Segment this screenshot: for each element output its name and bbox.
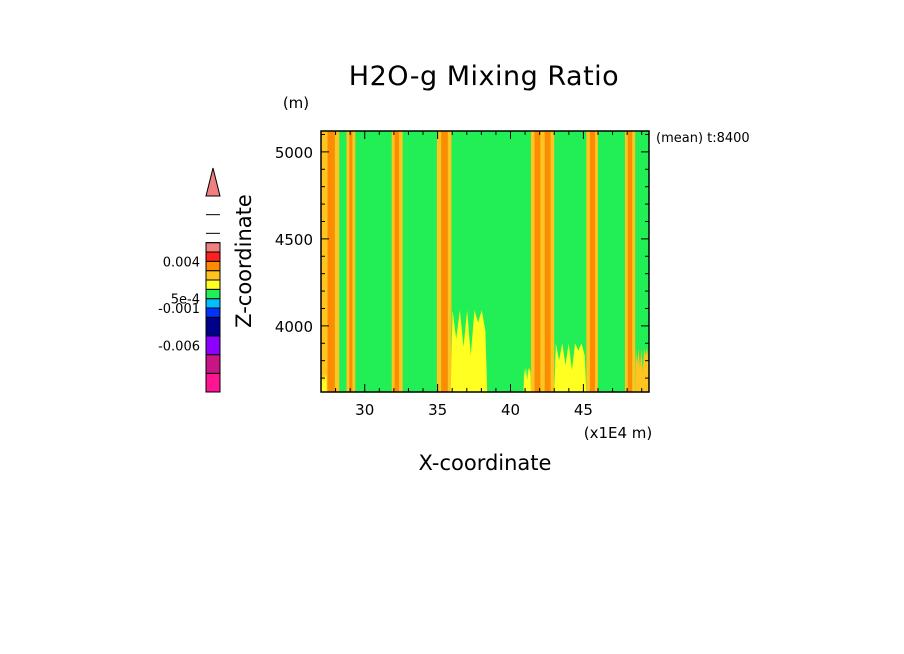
field-band bbox=[550, 131, 555, 392]
field-band bbox=[398, 131, 403, 392]
field-patch bbox=[554, 343, 587, 392]
colorbar-tick-label: -0.001 bbox=[158, 302, 200, 317]
field-band bbox=[349, 131, 353, 392]
colorbar-swatch bbox=[205, 270, 221, 281]
field-band bbox=[391, 131, 395, 392]
x-tick-label: 45 bbox=[574, 401, 593, 419]
field-band bbox=[624, 131, 628, 392]
field-band bbox=[352, 131, 356, 392]
plot-frame bbox=[320, 130, 650, 393]
x-tick-label: 30 bbox=[355, 401, 374, 419]
field-band bbox=[534, 131, 541, 392]
field-band bbox=[595, 131, 598, 392]
field-band bbox=[346, 131, 350, 392]
colorbar-swatch bbox=[205, 335, 221, 356]
field-band bbox=[627, 131, 633, 392]
plot-area: 30 35 40 45 4000 4500 5000 bbox=[275, 130, 650, 419]
y-tick-label: 4000 bbox=[275, 318, 313, 336]
colorbar-swatch bbox=[205, 242, 221, 253]
colorbar-tick-label: 0.004 bbox=[163, 255, 200, 270]
mean-time-annotation: (mean) t:8400 bbox=[656, 131, 750, 146]
colorbar-swatch bbox=[205, 354, 221, 374]
field-patch bbox=[523, 367, 531, 392]
field-patch bbox=[635, 348, 649, 392]
field-band bbox=[394, 131, 399, 392]
field-band bbox=[334, 131, 340, 392]
x-axis-label: X-coordinate bbox=[419, 451, 552, 475]
field-band bbox=[321, 131, 328, 392]
field-band bbox=[441, 131, 448, 392]
colorbar-overflow-arrow bbox=[205, 167, 221, 197]
y-tick-label: 5000 bbox=[275, 144, 313, 162]
field-band bbox=[544, 131, 551, 392]
colorbar-swatch bbox=[205, 316, 221, 337]
chart-title: H2O-g Mixing Ratio bbox=[349, 61, 619, 92]
field-band bbox=[436, 131, 442, 392]
y-axis-label: Z-coordinate bbox=[232, 194, 256, 328]
colorbar-swatch bbox=[205, 372, 221, 393]
colorbar-tick-label: 5e-4 bbox=[171, 293, 200, 308]
field-band bbox=[447, 131, 452, 392]
field-band bbox=[540, 131, 545, 392]
field-band bbox=[327, 131, 335, 392]
colorbar-swatch bbox=[205, 260, 221, 272]
y-unit-label: (m) bbox=[283, 94, 309, 112]
colorbar-swatch bbox=[205, 288, 221, 300]
field-band bbox=[586, 131, 590, 392]
x-unit-label: (x1E4 m) bbox=[584, 424, 653, 442]
colorbar-swatch bbox=[205, 251, 221, 262]
x-tick-label: 35 bbox=[428, 401, 447, 419]
field-patch bbox=[450, 310, 488, 392]
colorbar-swatch bbox=[205, 298, 221, 309]
colorbar-tick-label: -0.006 bbox=[158, 339, 200, 354]
field-band bbox=[632, 131, 636, 392]
colorbar-swatch bbox=[205, 307, 221, 318]
field-patch bbox=[321, 374, 327, 392]
colorbar-swatch bbox=[205, 279, 221, 290]
field-band bbox=[589, 131, 596, 392]
y-tick-label: 4500 bbox=[275, 231, 313, 249]
x-tick-label: 40 bbox=[501, 401, 520, 419]
field-band bbox=[530, 131, 535, 392]
